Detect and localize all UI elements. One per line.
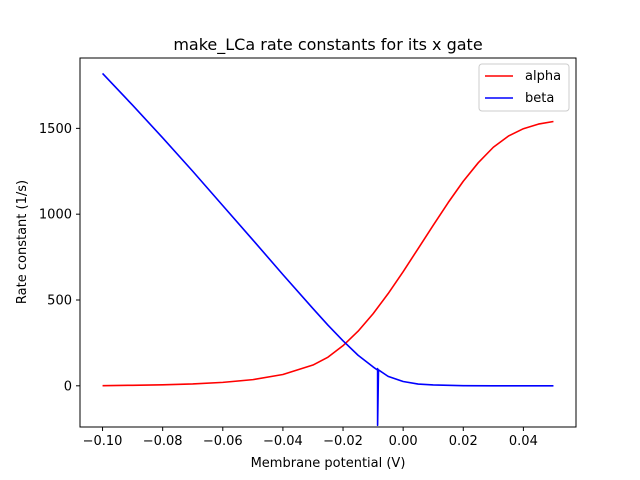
x-axis-label: Membrane potential (V) — [251, 456, 406, 471]
x-tick-label: −0.06 — [203, 434, 243, 449]
y-tick-label: 0 — [64, 379, 72, 394]
legend: alpha beta — [478, 63, 570, 112]
y-tick-label: 1500 — [39, 122, 72, 137]
legend-label-beta: beta — [525, 91, 554, 106]
x-tick-label: 0.00 — [389, 434, 418, 449]
x-tick-label: −0.10 — [83, 434, 123, 449]
series-line-beta — [101, 72, 554, 427]
x-tick-label: −0.02 — [323, 434, 363, 449]
plot-area — [101, 72, 554, 427]
x-tick-label: 0.02 — [449, 434, 478, 449]
x-tick-label: −0.04 — [263, 434, 303, 449]
x-tick-label: −0.08 — [143, 434, 183, 449]
chart-title: make_LCa rate constants for its x gate — [173, 35, 482, 55]
y-tick-label: 500 — [47, 293, 72, 308]
axis-ticks: −0.10 −0.08 −0.06 −0.04 −0.02 0.00 0.02 0.04 0 50… — [39, 122, 538, 449]
x-tick-label: 0.04 — [509, 434, 538, 449]
legend-label-alpha: alpha — [525, 69, 561, 84]
y-tick-label: 1000 — [39, 208, 72, 223]
series-line-alpha — [102, 120, 554, 387]
y-axis-label: Rate constant (1/s) — [15, 180, 30, 304]
axes-frame — [79, 57, 577, 428]
